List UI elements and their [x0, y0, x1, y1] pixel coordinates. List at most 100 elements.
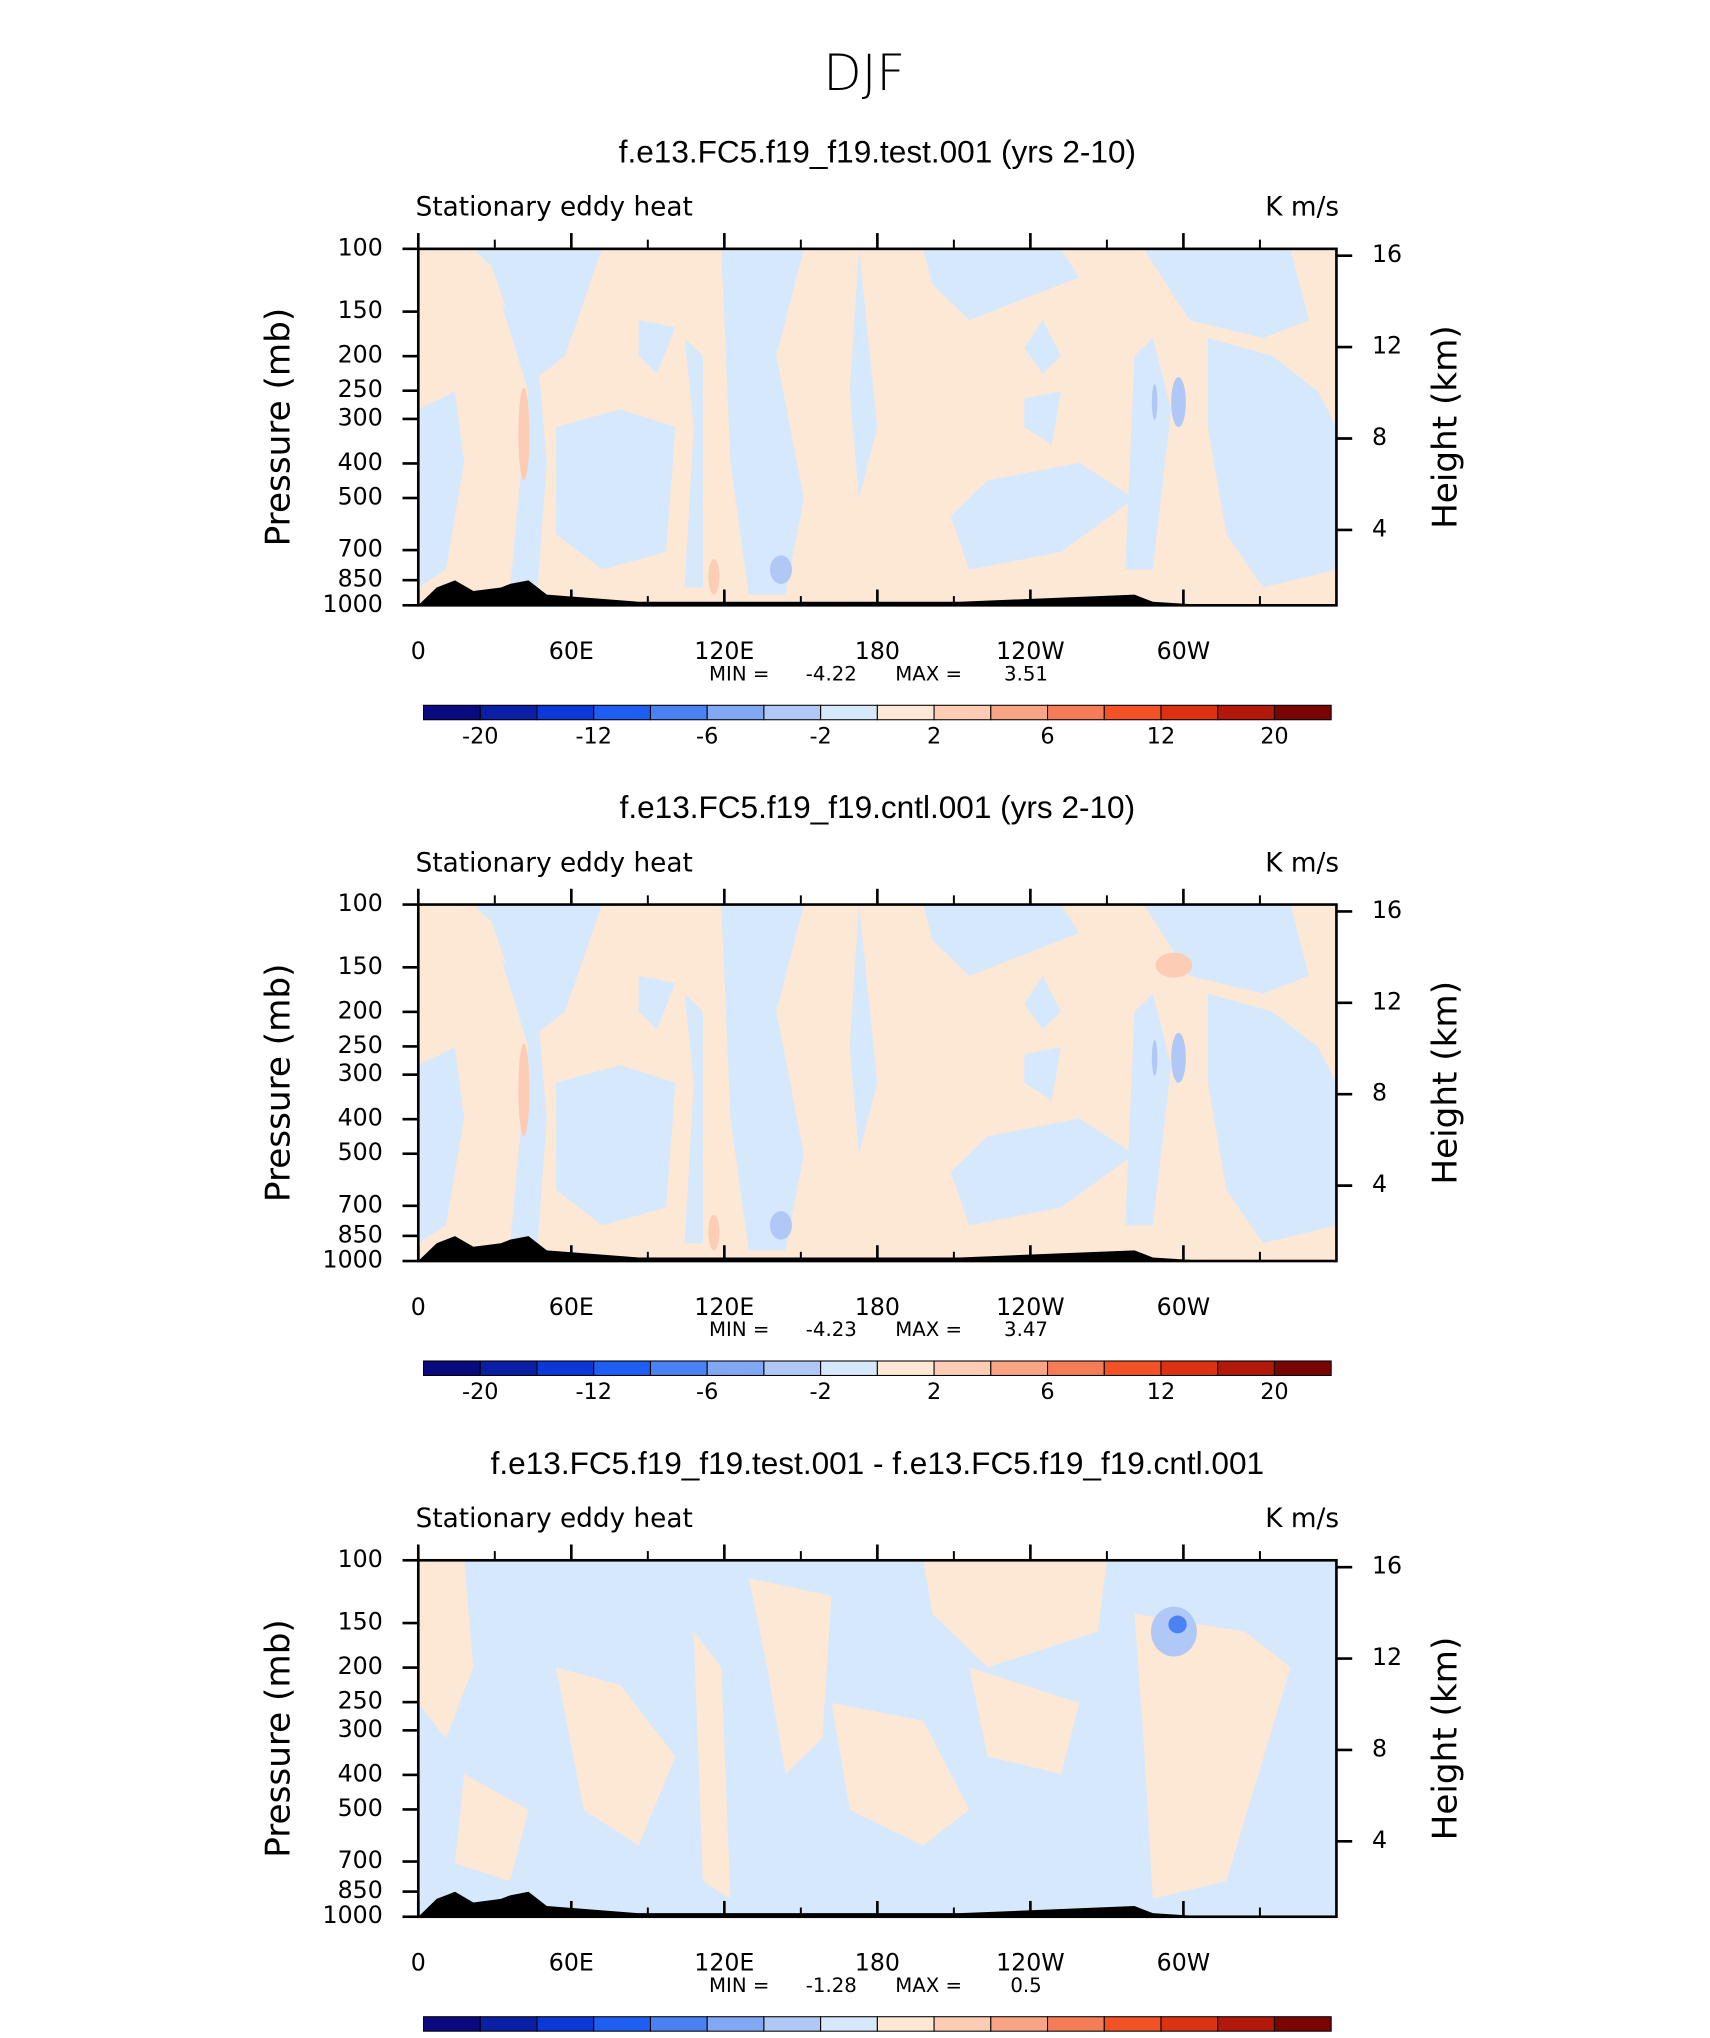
contour-fill [708, 1214, 720, 1251]
colorbar-box [706, 1360, 765, 1376]
contour-fill [418, 1560, 474, 1739]
y2-axis-label: Height (km) [1425, 325, 1465, 529]
contour-fill [1125, 337, 1172, 570]
colorbar-box [1047, 2016, 1105, 2032]
contour-fill [1171, 377, 1186, 428]
max-value: 0.5 [1010, 1974, 1041, 1997]
colorbar-box [649, 1360, 708, 1376]
x-tick-label: 60E [549, 1293, 594, 1321]
contour-fill [1168, 1615, 1187, 1634]
contour-fill [455, 1774, 529, 1882]
max-value: 3.47 [1004, 1318, 1048, 1341]
contour-fill [748, 1578, 832, 1775]
colorbar-label: 6 [1267, 2035, 1281, 2038]
contour-fill [1143, 904, 1309, 994]
colorbar-label: 0.5 [916, 2035, 952, 2038]
y-tick-label: 150 [338, 296, 383, 324]
y-tick-label: 300 [338, 403, 383, 431]
y-tick-label: 300 [338, 1715, 383, 1743]
contour-fill [638, 320, 676, 374]
x-tick-label: 180 [855, 1949, 900, 1977]
right-string: K m/s [1265, 1504, 1339, 1534]
contour-fill [418, 391, 465, 588]
x-tick-label: 60E [549, 1949, 594, 1977]
y-tick-label: 500 [338, 483, 383, 511]
x-tick-label: 60W [1157, 1949, 1211, 1977]
y-tick-label: 850 [338, 565, 383, 593]
max-label: MAX = [895, 1974, 962, 1997]
colorbar-box [706, 2016, 765, 2032]
contour-fill [831, 1702, 970, 1846]
colorbar-label: 1 [984, 2035, 998, 2038]
colorbar-box [933, 2016, 992, 2032]
contour-fill [518, 1043, 530, 1137]
contour-fill [769, 555, 792, 584]
contour-fill [1143, 248, 1309, 338]
colorbar-label: -20 [462, 723, 499, 749]
colorbar-label: -1 [753, 2035, 775, 2038]
contour-fill [518, 387, 530, 481]
colorbar-label: -12 [575, 723, 612, 749]
contour-fill [1024, 320, 1061, 374]
contour-fill [1207, 993, 1337, 1244]
colorbar-label: 6 [1040, 1379, 1054, 1405]
colorbar-box [593, 1360, 651, 1376]
left-string: Stationary eddy heat [416, 848, 693, 878]
contour-fill [969, 1667, 1080, 1775]
y-tick-label: 150 [338, 1608, 383, 1636]
colorbar-label: 20 [1260, 723, 1288, 749]
colorbar-box [1047, 704, 1105, 721]
colorbar-box [763, 704, 822, 721]
contour-fill [1024, 975, 1061, 1030]
contour-fill [1024, 391, 1061, 445]
max-label: MAX = [895, 1318, 962, 1341]
y-tick-label: 1000 [323, 1901, 383, 1929]
contour-field [418, 1560, 1337, 1917]
y-axis-label: Pressure (mb) [259, 964, 299, 1203]
colorbar-box [1273, 2016, 1332, 2032]
colorbar-label: 4 [1154, 2035, 1168, 2038]
y-tick-label: 300 [338, 1059, 383, 1087]
colorbar-box [820, 1360, 878, 1376]
x-tick-label: 0 [411, 637, 426, 665]
colorbar-box [536, 1360, 595, 1376]
colorbar-box [990, 1360, 1049, 1376]
y2-tick-label: 16 [1372, 896, 1402, 924]
contour-fill [1151, 1040, 1158, 1076]
y-tick-label: 700 [338, 1190, 383, 1218]
topography [418, 1891, 1208, 1917]
y-tick-label: 400 [338, 1104, 383, 1132]
contour-field [418, 248, 1337, 606]
colorbar-box [1103, 2016, 1162, 2032]
right-string: K m/s [1265, 848, 1339, 878]
y2-tick-label: 8 [1372, 1734, 1387, 1762]
colorbar-label: -2 [696, 2035, 718, 2038]
y-tick-label: 100 [338, 233, 383, 261]
colorbar-box [763, 1360, 822, 1376]
x-tick-label: 0 [411, 1949, 426, 1977]
max-label: MAX = [895, 663, 962, 686]
colorbar-box [763, 2016, 822, 2032]
colorbar-box [706, 704, 765, 721]
x-tick-label: 60E [549, 637, 594, 665]
x-tick-label: 60W [1157, 1293, 1211, 1321]
colorbar-box [876, 704, 935, 721]
y-tick-label: 700 [338, 1846, 383, 1874]
contour-fill [923, 1560, 1107, 1668]
colorbar-box [593, 2016, 651, 2032]
colorbar-box [933, 1360, 992, 1376]
colorbar-label: 12 [1147, 723, 1175, 749]
colorbar-box [820, 704, 878, 721]
y2-tick-label: 16 [1372, 240, 1402, 268]
colorbar-box [423, 704, 481, 721]
contour-fill [1171, 1032, 1186, 1083]
y-tick-label: 100 [338, 1545, 383, 1573]
left-string: Stationary eddy heat [416, 1504, 693, 1534]
contour-fill [923, 904, 1080, 976]
colorbar-label: 0 [870, 2035, 884, 2038]
contour-fill [769, 1211, 792, 1240]
colorbar-box [649, 2016, 708, 2032]
y2-tick-label: 4 [1372, 1170, 1387, 1198]
colorbar-box [876, 1360, 935, 1376]
min-value: -1.28 [806, 1974, 857, 1997]
